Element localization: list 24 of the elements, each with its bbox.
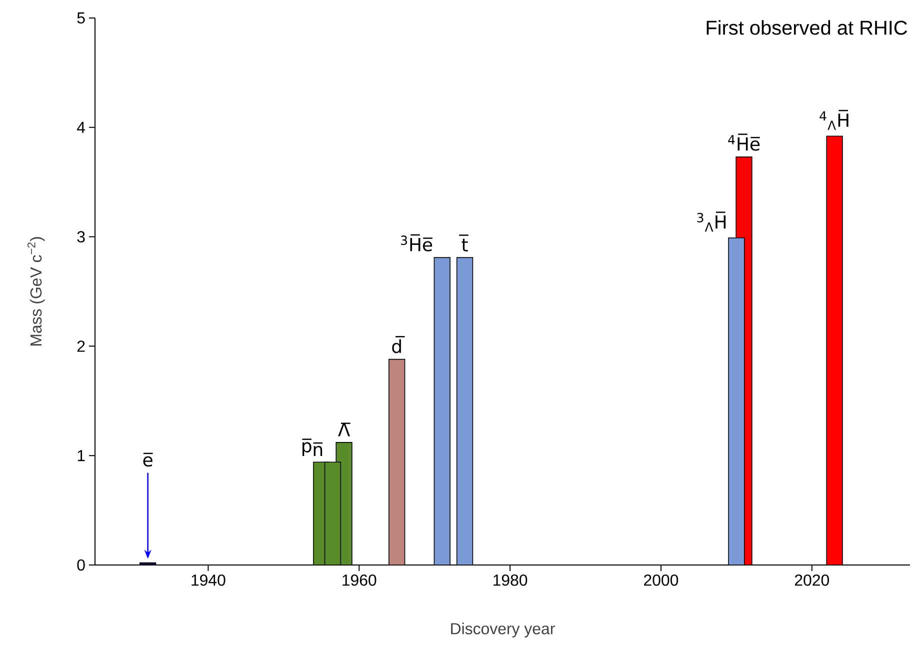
annotation: p̅ xyxy=(302,438,312,456)
annotation: n̅ xyxy=(313,442,323,456)
annotation: 3$_{Λ}$H̅ xyxy=(697,212,726,232)
annotation: $^{4}$H̅e̅ xyxy=(728,134,760,151)
y-axis-title: Mass (GeV c$^{−2}$) xyxy=(27,237,45,346)
y-tick-label: 1 xyxy=(78,450,85,462)
x-tick-label: 1980 xyxy=(494,574,528,586)
y-tick-label: 4 xyxy=(76,122,86,133)
annotation: First observed at RHIC xyxy=(706,20,908,35)
annotation: e̅ xyxy=(143,452,153,467)
x-tick-label: 1940 xyxy=(192,574,226,586)
y-tick-label: 2 xyxy=(77,340,85,352)
y-tick-label: 0 xyxy=(77,559,85,571)
annotation: t̅ xyxy=(459,234,468,252)
annotation: d̅ xyxy=(392,336,405,354)
annotation: Λ̅ xyxy=(338,422,350,436)
x-axis-title: Discovery year xyxy=(451,622,555,638)
annotation: 4$_{Λ}$H̅ xyxy=(820,110,848,130)
x-tick-label: 1960 xyxy=(342,574,376,586)
x-tick-label: 2020 xyxy=(794,574,829,586)
y-tick-label: 5 xyxy=(77,12,85,24)
x-tick-label: 2000 xyxy=(644,574,678,586)
annotation: $^{3}$H̅e̅ xyxy=(400,234,432,252)
y-tick-label: 3 xyxy=(77,231,85,242)
